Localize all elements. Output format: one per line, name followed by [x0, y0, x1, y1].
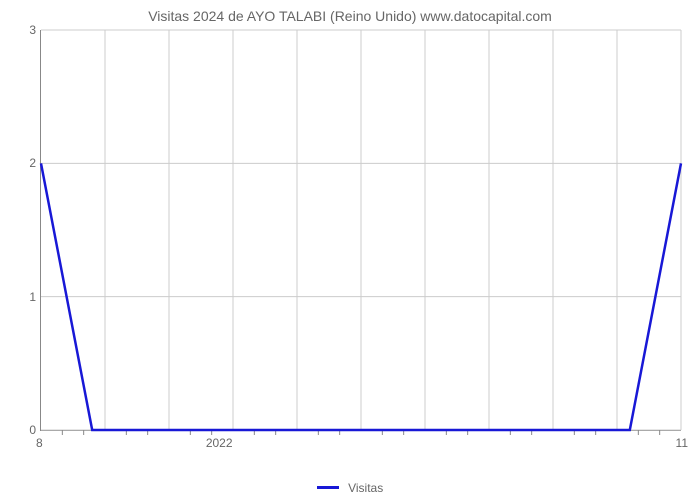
y-tick-label: 0	[0, 423, 36, 437]
y-tick-label: 3	[0, 23, 36, 37]
x-edge-right: 11	[676, 436, 688, 450]
x-edge-left: 8	[36, 436, 43, 450]
chart-container: Visitas 2024 de AYO TALABI (Reino Unido)…	[0, 0, 700, 500]
legend-label: Visitas	[348, 481, 383, 495]
y-tick-label: 2	[0, 156, 36, 170]
plot-svg	[41, 30, 681, 430]
plot-area	[40, 30, 681, 431]
y-tick-label: 1	[0, 290, 36, 304]
legend: Visitas	[0, 480, 700, 495]
x-center-label: 2022	[206, 436, 233, 450]
x-axis-labels: 8112022	[40, 434, 680, 464]
chart-title: Visitas 2024 de AYO TALABI (Reino Unido)…	[0, 0, 700, 24]
legend-swatch	[317, 486, 339, 489]
